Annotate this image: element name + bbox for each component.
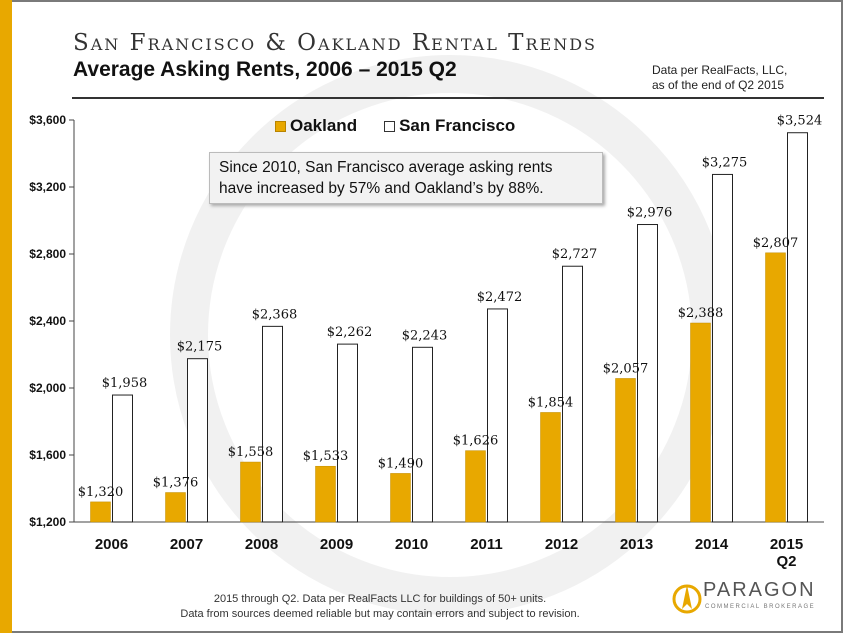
footnote-line-1: 2015 through Q2. Data per RealFacts LLC … <box>213 593 547 605</box>
y-tick-label: $2,000 <box>29 381 66 395</box>
x-tick-label: 2007 <box>170 536 203 553</box>
legend-label-san-francisco: San Francisco <box>399 116 516 135</box>
bar-oakland <box>240 461 261 523</box>
bar-san-francisco <box>712 173 733 523</box>
data-label-oakland: $1,320 <box>78 485 124 500</box>
data-label-san-francisco: $2,262 <box>327 325 373 340</box>
x-tick-label: 2011 <box>470 536 503 553</box>
data-label-san-francisco: $3,524 <box>777 114 823 129</box>
x-tick-label: 2010 <box>395 536 428 553</box>
bar-san-francisco <box>487 308 508 523</box>
logo-tagline: COMMERCIAL BROKERAGE <box>705 604 816 610</box>
callout-line-2: have increased by 57% and Oakland’s by 8… <box>219 180 544 197</box>
data-label-oakland: $1,626 <box>453 434 499 449</box>
bar-oakland <box>690 322 711 523</box>
footnote: 2015 through Q2. Data per RealFacts LLC … <box>150 592 610 622</box>
bar-san-francisco <box>562 265 583 523</box>
data-label-oakland: $1,558 <box>228 445 274 460</box>
bar-san-francisco <box>112 394 133 523</box>
footnote-line-2: Data from sources deemed reliable but ma… <box>180 608 580 620</box>
source-note: Data per RealFacts, LLC, as of the end o… <box>652 63 787 93</box>
paragon-logo: PARAGON COMMERCIAL BROKERAGE <box>672 576 837 626</box>
bar-oakland <box>90 501 111 523</box>
title-rule <box>72 97 824 99</box>
bar-oakland <box>390 473 411 523</box>
accent-stripe <box>0 0 12 633</box>
chart-legend: Oakland San Francisco <box>275 116 515 136</box>
bar-oakland <box>765 252 786 523</box>
logo-wordmark: PARAGON <box>703 579 816 601</box>
y-tick-label: $2,800 <box>29 247 66 261</box>
y-tick-label: $2,400 <box>29 314 66 328</box>
data-label-san-francisco: $3,275 <box>702 155 748 170</box>
data-label-san-francisco: $2,243 <box>402 328 448 343</box>
x-tick-label: 2012 <box>545 536 578 553</box>
callout-line-1: Since 2010, San Francisco average asking… <box>219 159 553 176</box>
data-label-san-francisco: $2,727 <box>552 247 598 262</box>
x-tick-label: 2015 <box>770 536 803 553</box>
data-label-oakland: $2,057 <box>603 361 649 376</box>
source-note-line-1: Data per RealFacts, LLC, <box>652 63 788 77</box>
data-label-oakland: $1,533 <box>303 449 349 464</box>
bar-oakland <box>615 378 636 523</box>
y-tick-label: $3,200 <box>29 180 66 194</box>
x-tick-label: 2006 <box>95 536 128 553</box>
data-label-san-francisco: $2,472 <box>477 290 523 305</box>
callout-box: Since 2010, San Francisco average asking… <box>209 152 603 204</box>
bar-san-francisco <box>787 132 808 523</box>
x-tick-label: 2009 <box>320 536 353 553</box>
data-label-oakland: $1,490 <box>378 456 424 471</box>
data-label-oakland: $1,854 <box>528 395 574 410</box>
bar-san-francisco <box>337 343 358 523</box>
bar-san-francisco <box>262 325 283 523</box>
data-label-oakland: $1,376 <box>153 476 199 491</box>
y-tick-label: $1,200 <box>29 515 66 529</box>
legend-swatch-san-francisco <box>384 120 396 132</box>
y-tick-label: $1,600 <box>29 448 66 462</box>
y-tick-label: $3,600 <box>29 113 66 127</box>
legend-label-oakland: Oakland <box>290 116 358 135</box>
chart-title: San Francisco & Oakland Rental Trends <box>73 30 597 56</box>
x-tick-label: 2014 <box>695 536 729 553</box>
bar-oakland <box>540 412 561 523</box>
data-label-oakland: $2,388 <box>678 306 724 321</box>
bar-san-francisco <box>412 346 433 523</box>
source-note-line-2: as of the end of Q2 2015 <box>652 78 785 92</box>
bar-san-francisco <box>187 358 208 523</box>
data-label-san-francisco: $2,175 <box>177 340 223 355</box>
bar-san-francisco <box>637 224 658 523</box>
bar-oakland <box>165 492 186 523</box>
bar-oakland <box>465 450 486 523</box>
data-label-san-francisco: $1,958 <box>102 376 148 391</box>
data-label-san-francisco: $2,976 <box>627 206 673 221</box>
x-tick-label: 2008 <box>245 536 278 553</box>
data-label-oakland: $2,807 <box>753 236 799 251</box>
bar-oakland <box>315 465 336 523</box>
x-tick-label: 2013 <box>620 536 653 553</box>
compass-icon <box>672 584 702 614</box>
chart-subtitle: Average Asking Rents, 2006 – 2015 Q2 <box>73 58 457 81</box>
x-tick-label: Q2 <box>776 553 796 570</box>
legend-swatch-oakland <box>275 120 286 132</box>
data-label-san-francisco: $2,368 <box>252 307 298 322</box>
